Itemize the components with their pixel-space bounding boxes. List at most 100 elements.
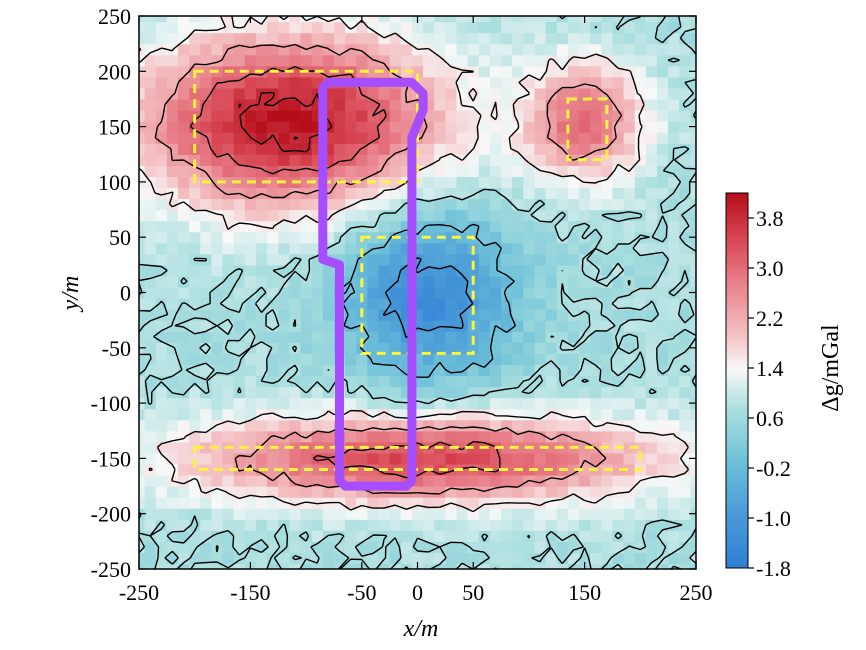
heat-cell [512,209,524,222]
heat-cell [556,121,569,133]
heat-cell [489,132,502,144]
heat-cell [322,508,335,520]
colorbar-tick-label: -1.8 [756,556,791,581]
heat-cell [434,563,446,569]
heat-cell [634,320,647,332]
heat-cell [411,386,424,399]
heat-cell [411,353,424,365]
heat-cell [345,331,357,343]
heat-cell [645,386,658,399]
heat-cell [378,298,391,310]
heat-cell [478,16,491,23]
heat-cell [211,187,224,200]
heat-cell [333,87,346,100]
heat-cell [445,452,458,465]
heat-cell [512,110,524,122]
heat-cell [590,98,602,111]
heat-cell [255,530,268,542]
heat-cell [255,353,268,365]
heat-cell [166,408,179,421]
heat-cell [690,242,696,255]
heat-cell [456,419,469,432]
heat-cell [345,198,357,211]
heat-cell [657,143,669,155]
heat-cell [289,441,302,454]
heat-cell [139,16,146,23]
heat-cell [456,110,469,122]
heat-cell [489,187,502,200]
heat-cell [423,16,435,23]
heat-cell [423,21,435,34]
heat-cell [411,32,424,45]
heat-cell [144,519,157,531]
heat-cell [244,220,257,233]
heat-cell [166,463,179,476]
heat-cell [423,375,435,388]
heat-cell [367,331,380,343]
heat-cell [601,198,614,211]
heat-cell [311,474,324,487]
heat-cell [456,474,469,487]
heat-cell [489,165,502,177]
heat-cell [211,364,224,377]
heat-cell [389,508,402,520]
heat-cell [155,519,168,531]
heat-cell [679,43,692,56]
heat-cell [322,530,335,542]
heat-cell [556,187,569,200]
heat-cell [512,419,524,432]
heat-cell [333,209,346,222]
heat-cell [177,275,190,288]
heat-cell [244,242,257,255]
heat-cell [189,486,201,498]
heat-cell [523,242,536,255]
heat-cell [556,375,569,388]
heat-cell [411,209,424,222]
heat-cell [445,253,458,266]
heat-cell [289,143,302,155]
heat-cell [144,320,157,332]
heat-cell [211,508,224,520]
heat-cell [233,430,246,443]
heat-cell [478,552,491,565]
heat-cell [289,198,302,211]
heat-cell [657,220,669,233]
heat-cell [489,176,502,189]
heat-cell [657,430,669,443]
heat-cell [189,430,201,443]
heat-cell [645,452,658,465]
heat-cell [501,21,513,34]
heat-cell [155,198,168,211]
heat-cell [300,21,313,34]
heat-cell [512,165,524,177]
heat-cell [289,452,302,465]
heat-cell [189,220,201,233]
heat-cell [200,16,213,23]
heat-cell [244,430,257,443]
heat-cell [445,419,458,432]
heat-cell [612,364,625,377]
heat-cell [601,16,614,23]
heat-cell [523,309,536,321]
heat-cell [244,98,257,111]
heat-cell [356,474,368,487]
heat-cell [645,98,658,111]
heat-cell [601,419,614,432]
heat-cell [311,563,324,569]
heat-cell [612,530,625,542]
heat-cell [244,508,257,520]
heat-cell [177,552,190,565]
heat-cell [356,54,368,67]
heat-cell [278,54,290,67]
heat-cell [289,552,302,565]
heat-cell [456,563,469,569]
heat-cell [478,132,491,144]
heat-cell [567,452,580,465]
heat-cell [590,231,602,244]
heat-cell [456,552,469,565]
heat-cell [233,275,246,288]
heat-cell [523,452,536,465]
heat-cell [411,231,424,244]
heat-cell [278,320,290,332]
heat-cell [590,397,602,410]
